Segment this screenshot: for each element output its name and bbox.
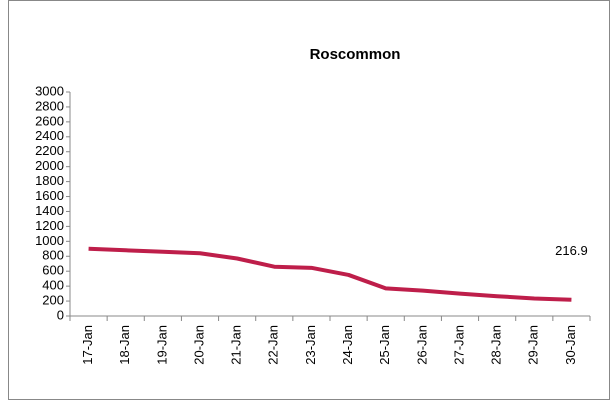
y-tick-label: 1000	[35, 233, 64, 248]
y-tick-label: 2400	[35, 128, 64, 143]
x-tick-label: 18-Jan	[117, 325, 132, 365]
data-label: 216.9	[555, 243, 588, 258]
y-tick-label: 600	[42, 263, 64, 278]
y-tick-label: 1200	[35, 218, 64, 233]
x-tick-label: 28-Jan	[489, 325, 504, 365]
x-tick-label: 20-Jan	[191, 325, 206, 365]
y-tick-label: 2800	[35, 98, 64, 113]
x-tick-label: 26-Jan	[414, 325, 429, 365]
y-tick-label: 2000	[35, 158, 64, 173]
y-tick-label: 3000	[35, 83, 64, 98]
y-tick-label: 0	[57, 307, 64, 322]
y-tick-label: 200	[42, 293, 64, 308]
y-tick-label: 1600	[35, 188, 64, 203]
x-tick-label: 30-Jan	[563, 325, 578, 365]
x-tick-label: 29-Jan	[526, 325, 541, 365]
y-tick-label: 2200	[35, 143, 64, 158]
x-tick-label: 23-Jan	[303, 325, 318, 365]
y-tick-label: 800	[42, 248, 64, 263]
y-tick-label: 1800	[35, 173, 64, 188]
x-tick-label: 25-Jan	[377, 325, 392, 365]
x-tick-label: 19-Jan	[154, 325, 169, 365]
x-tick-label: 27-Jan	[451, 325, 466, 365]
chart-border	[8, 0, 610, 400]
chart-title: Roscommon	[310, 46, 401, 63]
x-tick-label: 22-Jan	[266, 325, 281, 365]
x-tick-label: 17-Jan	[80, 325, 95, 365]
y-tick-label: 2600	[35, 113, 64, 128]
y-tick-label: 1400	[35, 203, 64, 218]
x-tick-label: 24-Jan	[340, 325, 355, 365]
y-tick-label: 400	[42, 278, 64, 293]
line-series	[88, 246, 572, 302]
x-tick-label: 21-Jan	[229, 325, 244, 365]
